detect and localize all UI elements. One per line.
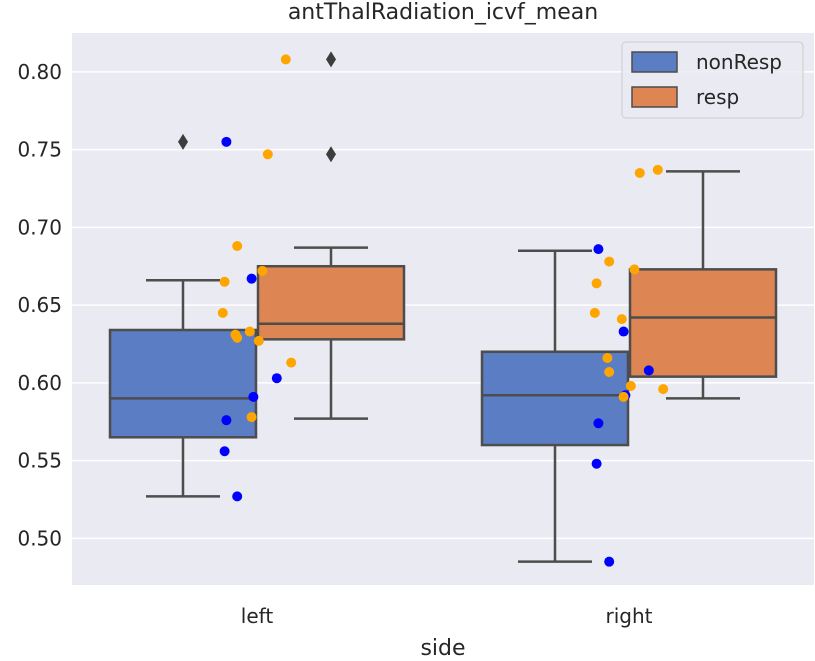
data-point-resp <box>253 335 264 346</box>
data-points <box>217 54 669 567</box>
data-point-resp <box>604 256 615 267</box>
data-point-nonResp <box>643 365 654 376</box>
data-point-nonResp <box>593 244 604 255</box>
data-point-resp <box>232 332 243 343</box>
y-tick-label: 0.65 <box>17 293 62 317</box>
data-point-resp <box>629 264 640 275</box>
data-point-nonResp <box>221 136 232 147</box>
data-point-resp <box>652 164 663 175</box>
data-point-resp <box>217 307 228 318</box>
y-tick-label: 0.75 <box>17 138 62 162</box>
data-point-resp <box>604 366 615 377</box>
data-point-resp <box>257 265 268 276</box>
x-tick-label: left <box>241 604 274 628</box>
y-tick-label: 0.60 <box>17 371 62 395</box>
data-point-nonResp <box>593 418 604 429</box>
boxes <box>108 51 778 563</box>
data-point-resp <box>286 357 297 368</box>
data-point-resp <box>602 352 613 363</box>
data-point-resp <box>618 391 629 402</box>
x-tick-label: right <box>606 604 653 628</box>
data-point-resp <box>232 241 243 252</box>
data-point-resp <box>616 314 627 325</box>
box-nonResp-left <box>108 328 258 439</box>
data-point-resp <box>658 384 669 395</box>
data-point-resp <box>634 167 645 178</box>
chart-title: antThalRadiation_icvf_mean <box>288 0 598 25</box>
data-point-resp <box>219 276 230 287</box>
data-point-nonResp <box>604 556 615 567</box>
outlier-marker <box>326 51 336 68</box>
legend-swatch-resp <box>631 86 678 108</box>
x-axis-ticks: left right <box>241 604 653 628</box>
data-point-nonResp <box>271 373 282 384</box>
legend-label-resp: resp <box>696 85 739 109</box>
data-point-resp <box>591 278 602 289</box>
y-tick-label: 0.55 <box>17 449 62 473</box>
outlier-marker <box>326 146 336 163</box>
legend-swatch-nonresp <box>631 51 678 73</box>
data-point-nonResp <box>221 415 232 426</box>
outlier-marker <box>178 133 188 150</box>
data-point-nonResp <box>219 446 230 457</box>
data-point-nonResp <box>248 391 259 402</box>
y-tick-label: 0.50 <box>17 526 62 550</box>
data-point-resp <box>589 307 600 318</box>
data-point-resp <box>246 412 257 423</box>
x-axis-label: side <box>420 636 465 661</box>
data-point-nonResp <box>232 491 243 502</box>
data-point-resp <box>280 54 291 65</box>
data-point-resp <box>625 380 636 391</box>
box-resp-right <box>628 268 778 378</box>
legend: nonResp resp <box>621 41 804 119</box>
data-point-nonResp <box>591 458 602 469</box>
data-point-resp <box>244 326 255 337</box>
y-axis-ticks: 0.50 0.55 0.60 0.65 0.70 0.75 0.80 <box>17 60 62 550</box>
box-resp-left <box>256 264 406 341</box>
data-point-nonResp <box>618 326 629 337</box>
data-point-nonResp <box>246 273 257 284</box>
y-tick-label: 0.70 <box>17 215 62 239</box>
y-tick-label: 0.80 <box>17 60 62 84</box>
data-point-resp <box>262 149 273 160</box>
box-nonResp-right <box>480 350 630 447</box>
legend-label-nonresp: nonResp <box>696 50 782 74</box>
